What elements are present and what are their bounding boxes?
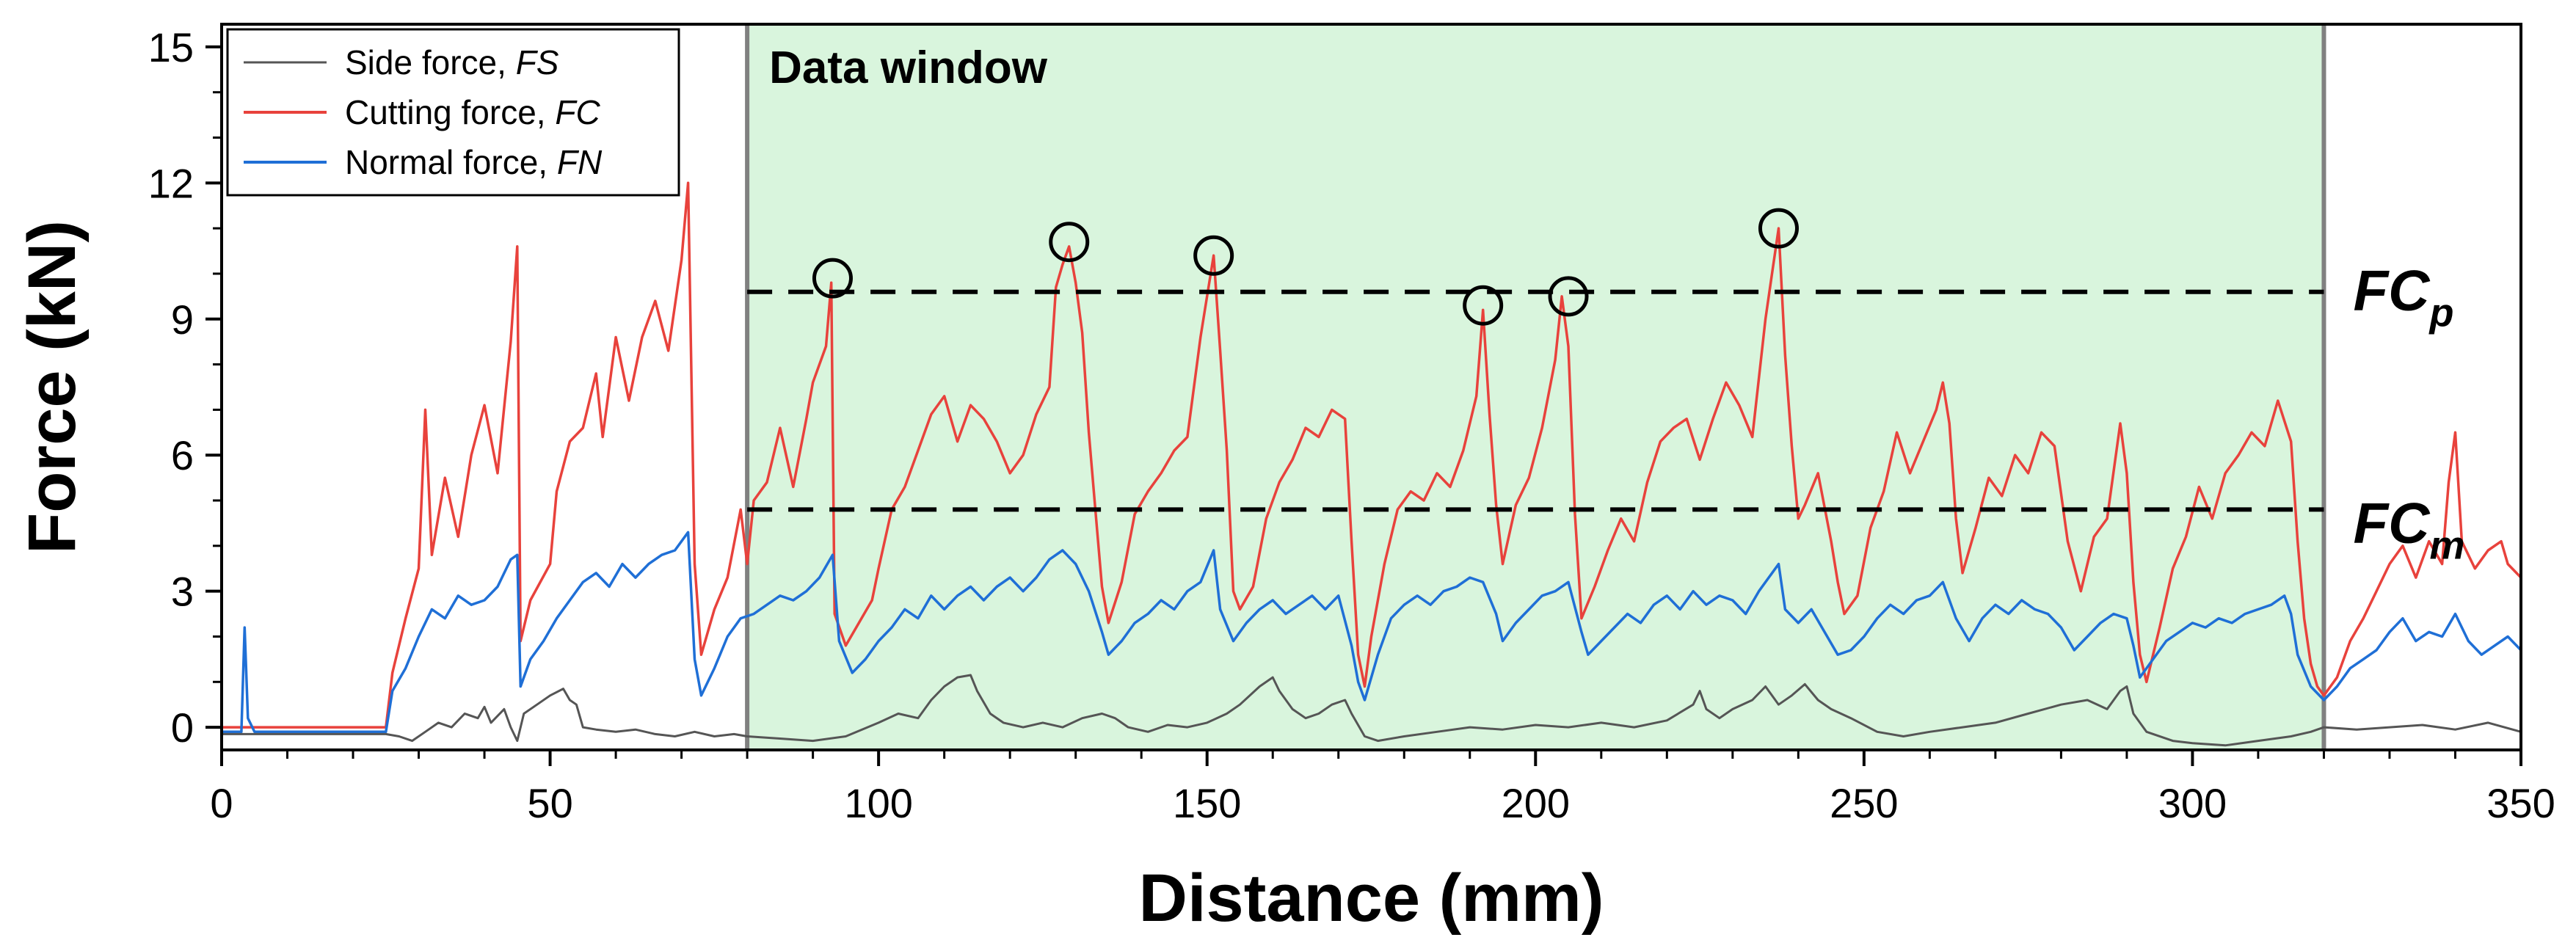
x-tick-label: 300 (2158, 780, 2227, 826)
fcm-label-subscript: m (2429, 523, 2464, 567)
series-line-fs (222, 674, 2522, 747)
x-tick-label: 100 (844, 780, 912, 826)
legend-entries: Side force, FS Cutting force, FC Normal fo… (244, 43, 603, 181)
x-tick-label: 150 (1173, 780, 1241, 826)
fcm-label-main: FC (2353, 490, 2431, 555)
legend-label-text: Side force, (345, 43, 516, 81)
peak-marker-2 (1049, 222, 1090, 263)
x-tick-label: 350 (2486, 780, 2555, 826)
legend-label-symbol: FS (516, 43, 559, 81)
fcp-label: FCp (2353, 258, 2453, 335)
x-tick-label: 250 (1830, 780, 1898, 826)
legend-label-text: Normal force, (345, 143, 557, 181)
fcp-label-subscript: p (2428, 291, 2453, 335)
fcp-label-main: FC (2353, 258, 2431, 323)
series-layer (222, 181, 2522, 747)
peak-marker-5 (1548, 276, 1589, 317)
peak-marker-1 (812, 258, 853, 299)
y-tick-label: 9 (171, 296, 194, 343)
legend: Side force, FS Cutting force, FC Normal fo… (226, 28, 680, 197)
legend-label-symbol: FN (557, 143, 603, 181)
y-tick-label: 12 (148, 160, 194, 206)
y-tick-label: 6 (171, 432, 194, 478)
reference-lines (747, 289, 2324, 512)
x-axis-title: Distance (mm) (1139, 861, 1604, 936)
data-window-label: Data window (769, 43, 1048, 93)
data-window-region (747, 24, 2324, 750)
fcm-label: FCm (2353, 490, 2464, 567)
legend-label-fn: Normal force, FN (345, 143, 603, 181)
legend-label-symbol: FC (555, 93, 600, 131)
legend-label-fs: Side force, FS (345, 43, 559, 81)
legend-label-text: Cutting force, (345, 93, 555, 131)
peak-marker-6 (1758, 208, 1799, 249)
y-tick-label: 15 (148, 24, 194, 70)
peak-marker-4 (1463, 285, 1504, 326)
y-tick-label: 3 (171, 569, 194, 615)
x-tick-label: 50 (527, 780, 572, 826)
series-line-fn (222, 531, 2522, 734)
x-tick-label: 0 (210, 780, 233, 826)
y-axis-title: Force (kN) (15, 220, 90, 554)
y-tick-label: 0 (171, 704, 194, 751)
x-tick-label: 200 (1502, 780, 1570, 826)
peak-marker-3 (1193, 235, 1234, 276)
axes: 0 50 100 150 200 250 300 350 0 3 6 9 12 15 (148, 24, 2555, 826)
plot-frame (220, 23, 2522, 751)
peak-markers (812, 208, 1799, 326)
legend-label-fc: Cutting force, FC (345, 93, 600, 131)
